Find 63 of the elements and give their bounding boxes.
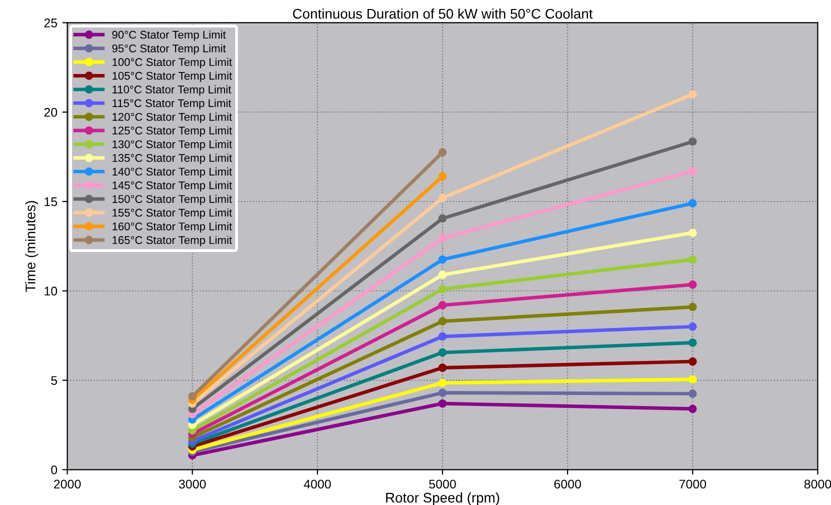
legend-label: 130°C Stator Temp Limit [112,140,232,150]
point [438,270,447,279]
point [438,332,447,341]
point [438,317,447,326]
y-tick-label: 5 [51,376,58,385]
legend-label: 150°C Stator Temp Limit [112,194,232,206]
legend-label: 160°C Stator Temp Limit [112,222,232,233]
x-tick-label: 6000 [554,480,581,489]
point [688,166,697,176]
legend-label: 110°C Stator Temp Limit [112,85,232,96]
x-axis-title: Rotor Speed (rpm) [386,492,500,505]
point [688,357,697,366]
x-tick-label: 7000 [679,480,706,489]
point [438,234,447,242]
point [688,90,697,98]
point [438,255,447,264]
x-tick-label: 8000 [804,480,831,489]
x-tick-label: 2000 [54,480,81,489]
point [688,390,697,398]
y-tick-label: 10 [44,286,58,296]
point [438,388,447,397]
point [438,399,447,408]
legend-label: 100°C Stator Temp Limit [112,58,232,68]
point [688,322,697,331]
legend-label: 135°C Stator Temp Limit [112,154,232,164]
legend-label: 120°C Stator Temp Limit [112,112,232,124]
y-tick-label: 20 [44,108,58,117]
y-tick-label: 0 [51,465,58,474]
point [688,404,697,414]
point [438,284,447,294]
x-tick-label: 4000 [304,480,331,489]
legend-label: 165°C Stator Temp Limit [112,236,232,246]
legend-label: 145°C Stator Temp Limit [112,181,232,192]
x-tick-label: 3000 [178,480,206,489]
legend-label: 90°C Stator Temp Limit [112,30,226,41]
y-tick-label: 25 [44,18,58,28]
legend-label: 155°C Stator Temp Limit [112,208,232,219]
point [438,194,447,202]
point [688,199,697,208]
point [688,137,697,146]
y-axis-title: Time (minutes) [25,201,38,292]
point [188,392,197,401]
point [688,338,697,347]
point [688,255,697,264]
point [438,148,447,156]
legend-label: 115°C Stator Temp Limit [112,98,232,110]
chart-title: Continuous Duration of 50 kW with 50°C Coolant [292,8,593,19]
x-tick-label: 5000 [429,480,456,489]
point [438,364,447,372]
point [688,375,697,384]
point [688,228,697,237]
legend-label: 125°C Stator Temp Limit [112,126,232,137]
point [438,378,447,388]
point [438,348,447,357]
point [688,280,697,289]
point [438,214,447,223]
point [438,301,447,310]
legend-label: 140°C Stator Temp Limit [112,167,232,178]
point [438,172,447,181]
point [688,302,697,312]
legend-label: 95°C Stator Temp Limit [112,44,226,55]
y-tick-label: 15 [44,197,58,206]
legend-label: 105°C Stator Temp Limit [112,72,232,82]
